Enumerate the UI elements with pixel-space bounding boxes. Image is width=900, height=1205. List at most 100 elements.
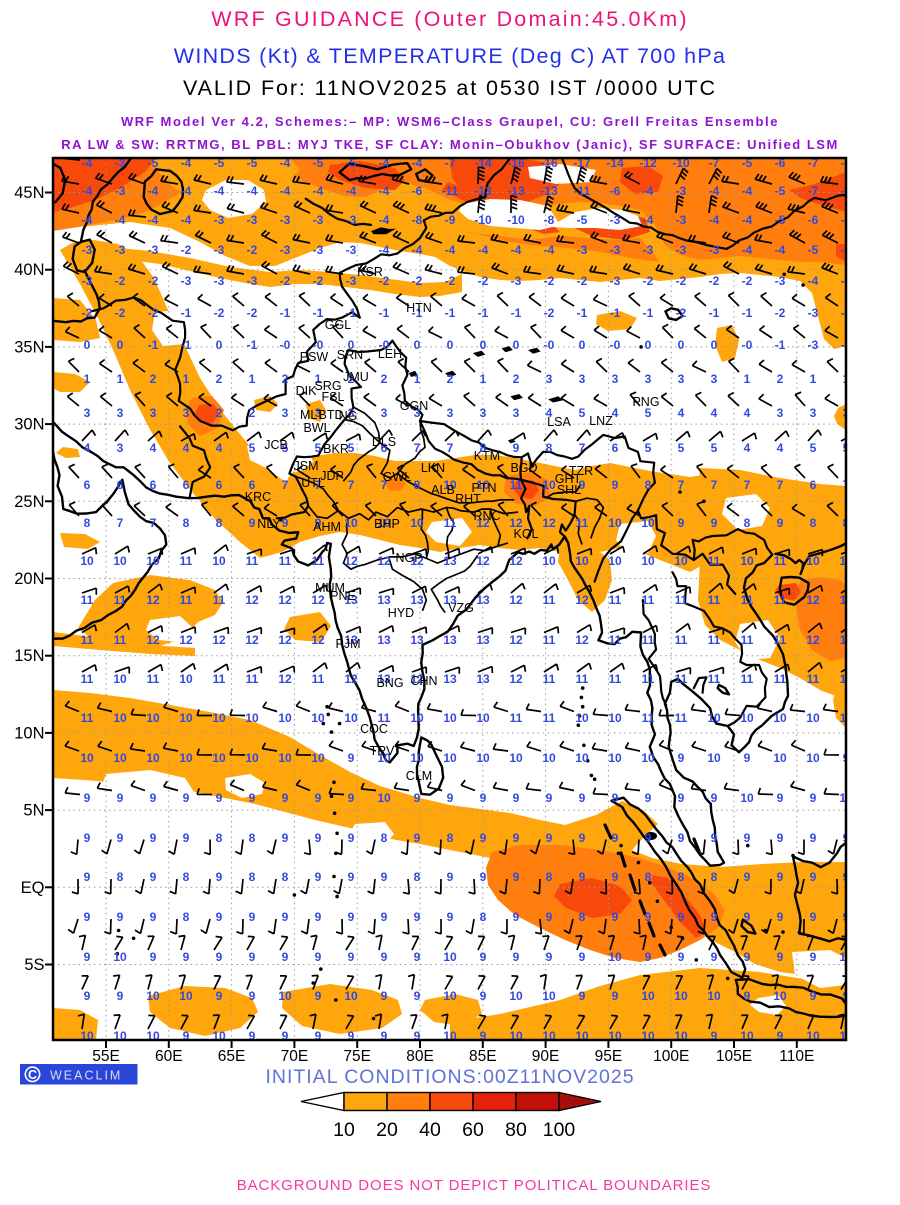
svg-text:10: 10 [773, 711, 787, 725]
svg-text:7: 7 [447, 441, 454, 455]
svg-text:7: 7 [150, 516, 157, 530]
svg-text:KTM: KTM [474, 449, 500, 463]
svg-text:BKR: BKR [323, 442, 349, 456]
svg-text:CHN: CHN [410, 674, 437, 688]
svg-text:6: 6 [150, 478, 157, 492]
svg-text:HTN: HTN [406, 301, 432, 315]
svg-text:1: 1 [810, 372, 817, 386]
svg-text:11: 11 [741, 672, 754, 686]
svg-text:9: 9 [414, 950, 421, 964]
svg-text:-3: -3 [247, 213, 258, 227]
svg-text:9: 9 [744, 989, 751, 1003]
svg-text:10: 10 [641, 554, 655, 568]
svg-text:11: 11 [246, 554, 259, 568]
svg-text:1: 1 [414, 372, 421, 386]
svg-text:-3: -3 [280, 213, 291, 227]
svg-text:9: 9 [117, 910, 124, 924]
svg-text:9: 9 [282, 1029, 289, 1043]
svg-text:-2: -2 [148, 306, 159, 320]
svg-text:9: 9 [612, 910, 619, 924]
svg-text:9: 9 [84, 831, 91, 845]
svg-text:-3: -3 [610, 243, 621, 257]
svg-text:-11: -11 [574, 184, 591, 198]
svg-text:25N: 25N [14, 493, 44, 511]
svg-text:1: 1 [480, 372, 487, 386]
svg-text:9: 9 [381, 989, 388, 1003]
svg-text:3: 3 [546, 372, 553, 386]
svg-text:NG: NG [339, 409, 358, 423]
svg-text:5: 5 [249, 441, 256, 455]
svg-text:7: 7 [381, 478, 388, 492]
svg-text:60: 60 [462, 1119, 484, 1141]
svg-text:11: 11 [642, 593, 655, 607]
svg-text:9: 9 [315, 831, 322, 845]
svg-text:9: 9 [315, 989, 322, 1003]
svg-text:7: 7 [348, 478, 355, 492]
svg-text:2: 2 [348, 372, 355, 386]
svg-text:10: 10 [509, 751, 523, 765]
svg-text:9: 9 [645, 831, 652, 845]
svg-text:-12: -12 [639, 156, 657, 170]
svg-text:VALID For: 11NOV2025 at 0530 I: VALID For: 11NOV2025 at 0530 IST /0000 U… [183, 76, 717, 100]
svg-text:10: 10 [245, 751, 259, 765]
svg-text:9: 9 [843, 989, 850, 1003]
svg-text:9: 9 [843, 910, 850, 924]
svg-text:11: 11 [642, 633, 655, 647]
svg-text:-2: -2 [379, 274, 390, 288]
svg-text:-2: -2 [544, 306, 555, 320]
svg-text:8: 8 [216, 516, 223, 530]
svg-text:-5: -5 [148, 156, 159, 170]
svg-text:9: 9 [282, 791, 289, 805]
svg-text:9: 9 [348, 950, 355, 964]
svg-text:9: 9 [480, 950, 487, 964]
svg-text:9: 9 [315, 791, 322, 805]
svg-text:9: 9 [348, 791, 355, 805]
svg-text:4: 4 [150, 441, 157, 455]
svg-text:10: 10 [245, 711, 259, 725]
svg-text:0: 0 [513, 338, 520, 352]
svg-text:10N: 10N [14, 724, 44, 742]
svg-text:110E: 110E [779, 1048, 814, 1065]
svg-text:9: 9 [315, 950, 322, 964]
svg-text:WRF GUIDANCE (Outer Domain:45.: WRF GUIDANCE (Outer Domain:45.0Km) [211, 7, 688, 31]
svg-text:11: 11 [774, 672, 787, 686]
svg-text:-4: -4 [742, 213, 753, 227]
svg-text:2: 2 [777, 372, 784, 386]
svg-text:-1: -1 [610, 306, 621, 320]
svg-text:9: 9 [612, 989, 619, 1003]
svg-text:DLS: DLS [372, 435, 396, 449]
svg-text:-3: -3 [313, 213, 324, 227]
svg-text:-2: -2 [115, 306, 126, 320]
svg-text:-1: -1 [181, 306, 192, 320]
svg-text:7: 7 [282, 478, 289, 492]
svg-text:9: 9 [447, 910, 454, 924]
svg-text:45N: 45N [14, 184, 44, 202]
svg-text:3: 3 [810, 406, 817, 420]
svg-text:9: 9 [150, 870, 157, 884]
svg-text:-3: -3 [115, 184, 126, 198]
svg-text:BGD: BGD [510, 461, 537, 475]
svg-text:11: 11 [180, 554, 193, 568]
svg-text:11: 11 [840, 711, 853, 725]
svg-text:9: 9 [216, 791, 223, 805]
svg-text:-4: -4 [808, 274, 819, 288]
svg-text:13: 13 [443, 672, 457, 686]
svg-text:10: 10 [641, 516, 655, 530]
svg-text:11: 11 [675, 633, 688, 647]
svg-text:BNG: BNG [376, 676, 403, 690]
svg-text:-4: -4 [379, 184, 390, 198]
svg-text:3: 3 [414, 406, 421, 420]
svg-text:12: 12 [245, 633, 259, 647]
svg-text:9: 9 [645, 910, 652, 924]
svg-text:-3: -3 [214, 243, 225, 257]
svg-text:9: 9 [183, 950, 190, 964]
svg-text:5: 5 [711, 441, 718, 455]
svg-text:-1: -1 [148, 338, 159, 352]
svg-text:-3: -3 [346, 274, 357, 288]
svg-text:9: 9 [183, 831, 190, 845]
svg-text:9: 9 [84, 870, 91, 884]
svg-text:4: 4 [612, 406, 619, 420]
svg-text:9: 9 [447, 791, 454, 805]
svg-text:-6: -6 [841, 243, 852, 257]
svg-text:8: 8 [645, 478, 652, 492]
